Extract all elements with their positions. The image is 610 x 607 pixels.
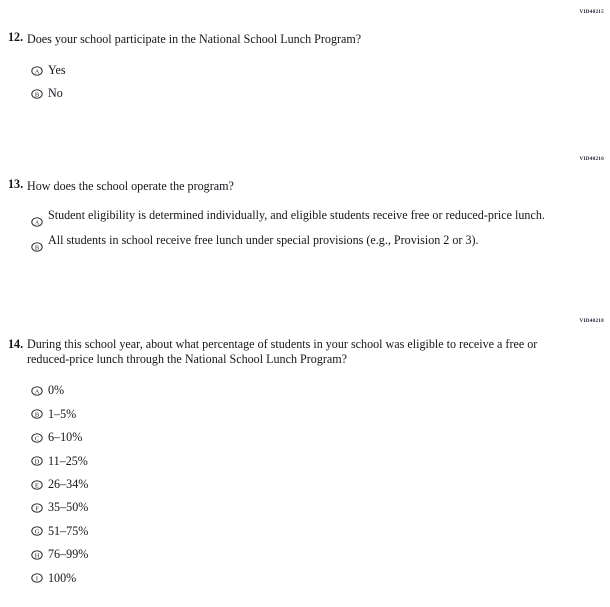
circled-letter-radio-icon[interactable]: I (31, 572, 43, 584)
circled-letter-radio-icon[interactable]: B (31, 408, 43, 420)
question-13-number: 13. (8, 177, 24, 191)
question-14: 14. During this school year, about what … (0, 337, 610, 590)
record-id-stamp: VID40215 (579, 9, 604, 15)
question-14-options: A 0% B 1–5% C (0, 379, 610, 590)
option-14-e-label: 26–34% (48, 476, 89, 491)
record-id-stamp: VID40216 (579, 156, 604, 162)
svg-text:B: B (35, 412, 39, 419)
svg-text:B: B (35, 244, 39, 251)
question-12-number: 12. (8, 30, 24, 44)
option-14-a[interactable]: A 0% (0, 379, 610, 402)
option-14-h[interactable]: H 76–99% (0, 543, 610, 566)
option-14-i-label: 100% (48, 570, 77, 585)
question-14-number: 14. (8, 337, 24, 351)
option-14-d[interactable]: D 11–25% (0, 450, 610, 473)
svg-text:A: A (35, 68, 40, 75)
option-13-a-label: Student eligibility is determined indivi… (48, 208, 545, 222)
circled-letter-radio-icon[interactable]: D (31, 455, 43, 467)
circled-letter-radio-icon[interactable]: A (31, 65, 43, 77)
option-12-b-label: No (48, 86, 63, 100)
record-id-stamp: VID40218 (579, 318, 604, 324)
option-13-b[interactable]: B All students in school receive free lu… (0, 233, 610, 252)
svg-text:B: B (35, 91, 39, 98)
option-14-f-label: 35–50% (48, 500, 89, 515)
circled-letter-radio-icon[interactable]: E (31, 479, 43, 491)
question-14-header: 14. During this school year, about what … (0, 337, 610, 367)
option-14-c-label: 6–10% (48, 430, 83, 445)
circled-letter-radio-icon[interactable]: C (31, 432, 43, 444)
option-14-g[interactable]: G 51–75% (0, 520, 610, 543)
question-13-header: 13. How does the school operate the prog… (0, 177, 610, 195)
option-12-a-label: Yes (48, 63, 66, 77)
circled-letter-radio-icon[interactable]: A (31, 385, 43, 397)
question-13-text: How does the school operate the program? (27, 179, 234, 193)
option-14-i[interactable]: I 100% (0, 567, 610, 590)
question-12-options: A Yes B No (0, 59, 610, 105)
circled-letter-radio-icon[interactable]: G (31, 525, 43, 537)
svg-text:G: G (35, 529, 40, 536)
question-12-header: 12. Does your school participate in the … (0, 30, 610, 48)
question-12-text: Does your school participate in the Nati… (27, 32, 362, 46)
question-12: 12. Does your school participate in the … (0, 30, 610, 105)
svg-text:H: H (35, 552, 40, 559)
option-14-c[interactable]: C 6–10% (0, 426, 610, 449)
svg-text:E: E (35, 482, 39, 489)
option-14-a-label: 0% (48, 383, 65, 398)
option-14-h-label: 76–99% (48, 547, 89, 562)
option-14-g-label: 51–75% (48, 523, 89, 538)
option-12-b[interactable]: B No (0, 82, 610, 105)
question-13-options: A Student eligibility is determined indi… (0, 208, 610, 252)
option-14-e[interactable]: E 26–34% (0, 473, 610, 496)
circled-letter-radio-icon[interactable]: B (31, 88, 43, 100)
svg-text:C: C (35, 435, 39, 442)
svg-text:I: I (36, 576, 38, 583)
option-14-b[interactable]: B 1–5% (0, 403, 610, 426)
option-14-d-label: 11–25% (48, 453, 88, 468)
option-13-b-label: All students in school receive free lunc… (48, 233, 479, 248)
option-14-b-label: 1–5% (48, 406, 77, 421)
question-14-text: During this school year, about what perc… (27, 337, 538, 367)
circled-letter-radio-icon[interactable]: H (31, 549, 43, 561)
circled-letter-radio-icon[interactable]: B (31, 241, 43, 253)
svg-text:A: A (35, 388, 40, 395)
svg-text:F: F (35, 505, 39, 512)
circled-letter-radio-icon[interactable]: A (31, 216, 43, 228)
svg-text:A: A (35, 219, 40, 226)
question-13: 13. How does the school operate the prog… (0, 177, 610, 258)
option-13-a[interactable]: A Student eligibility is determined indi… (0, 208, 610, 227)
circled-letter-radio-icon[interactable]: F (31, 502, 43, 514)
option-14-f[interactable]: F 35–50% (0, 496, 610, 519)
svg-text:D: D (35, 459, 40, 466)
option-12-a[interactable]: A Yes (0, 59, 610, 82)
